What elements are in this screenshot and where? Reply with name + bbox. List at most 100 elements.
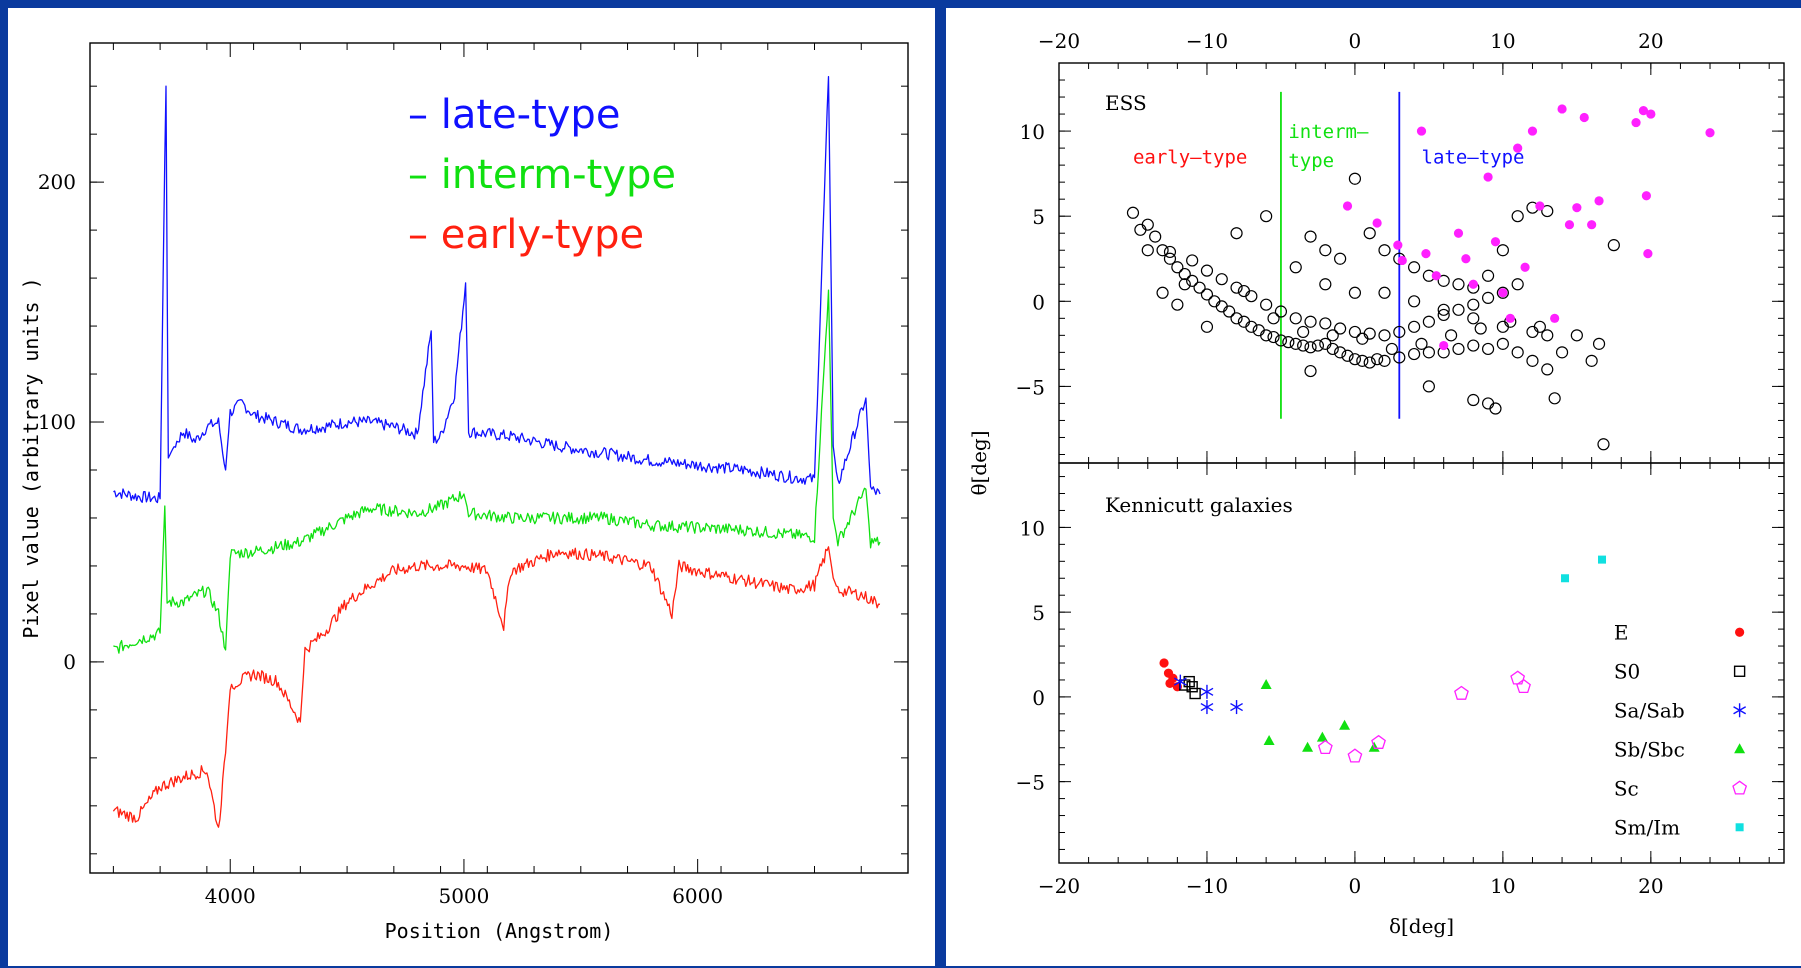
ess-point-0 bbox=[1489, 402, 1502, 415]
ess-point-0 bbox=[1319, 317, 1332, 330]
ess-point-0 bbox=[1200, 320, 1214, 333]
ess-point-0 bbox=[1467, 312, 1480, 325]
ess-point-0 bbox=[1474, 322, 1487, 335]
y-tick-label: −5 bbox=[1016, 375, 1045, 399]
kennicutt-point-1 bbox=[1186, 681, 1198, 693]
ess-point-1 bbox=[1594, 196, 1604, 206]
ess-point-0 bbox=[1326, 342, 1339, 356]
ess-point-0 bbox=[1363, 227, 1376, 240]
ess-point-0 bbox=[1437, 308, 1450, 322]
ess-point-0 bbox=[1496, 286, 1509, 299]
ess-point-0 bbox=[1230, 281, 1243, 294]
x-tick-label: 5000 bbox=[438, 884, 489, 908]
ess-point-1 bbox=[1498, 288, 1508, 298]
legend-marker bbox=[1735, 823, 1744, 832]
ess-point-0 bbox=[1437, 274, 1450, 287]
x-tick-label-top: −10 bbox=[1186, 29, 1228, 53]
ess-point-0 bbox=[1541, 204, 1554, 218]
ess-point-0 bbox=[1348, 325, 1362, 339]
kennicutt-point-4 bbox=[1516, 678, 1531, 694]
ess-point-0 bbox=[1422, 346, 1435, 359]
ess-point-0 bbox=[1304, 364, 1317, 378]
ess-point-0 bbox=[1126, 206, 1140, 219]
ess-point-0 bbox=[1533, 320, 1546, 333]
legend-entry: – early-type bbox=[408, 212, 644, 258]
ess-point-0 bbox=[1607, 239, 1620, 252]
ess-point-0 bbox=[1570, 329, 1583, 342]
ess-point-0 bbox=[1541, 363, 1554, 376]
ess-point-1 bbox=[1572, 203, 1582, 213]
legend-marker bbox=[1732, 780, 1748, 795]
ess-point-0 bbox=[1585, 354, 1598, 367]
kennicutt-point-3 bbox=[1263, 734, 1275, 745]
legend-label: Sc bbox=[1614, 776, 1639, 800]
ess-point-0 bbox=[1348, 286, 1362, 299]
ess-point-0 bbox=[1408, 295, 1421, 308]
kennicutt-point-3 bbox=[1316, 731, 1328, 742]
ess-point-0 bbox=[1393, 351, 1406, 364]
x-tick-label-top: −20 bbox=[1038, 29, 1080, 53]
ess-point-1 bbox=[1397, 255, 1407, 266]
ess-point-0 bbox=[1297, 325, 1310, 339]
ess-point-0 bbox=[1597, 438, 1610, 451]
ess-point-0 bbox=[1289, 337, 1302, 350]
ess-point-0 bbox=[1208, 295, 1221, 308]
y-tick-label: 10 bbox=[1020, 516, 1045, 540]
ess-point-0 bbox=[1304, 341, 1317, 354]
ess-point-0 bbox=[1215, 273, 1228, 286]
x-tick-label: 6000 bbox=[672, 884, 723, 908]
region-label-interm: interm– bbox=[1288, 121, 1369, 143]
ess-point-0 bbox=[1267, 312, 1280, 325]
ess-point-0 bbox=[1149, 230, 1162, 243]
region-label-late: late–type bbox=[1422, 146, 1525, 168]
y-tick-label: 0 bbox=[63, 650, 76, 674]
ess-point-1 bbox=[1342, 201, 1353, 211]
kennicutt-point-2 bbox=[1200, 700, 1214, 715]
y-tick-label: 100 bbox=[38, 410, 76, 434]
legend-entry: – late-type bbox=[408, 92, 620, 138]
y-tick-label: 0 bbox=[1032, 686, 1045, 710]
ess-point-0 bbox=[1178, 267, 1191, 281]
ess-point-1 bbox=[1513, 143, 1523, 153]
ess-point-0 bbox=[1341, 349, 1354, 362]
ess-point-0 bbox=[1356, 354, 1369, 367]
x-tick-label: 20 bbox=[1638, 874, 1663, 898]
ess-point-0 bbox=[1378, 286, 1391, 299]
x-tick-label: −20 bbox=[1038, 874, 1080, 898]
ess-point-0 bbox=[1334, 322, 1347, 335]
ess-point-0 bbox=[1245, 320, 1258, 333]
ess-point-0 bbox=[1200, 264, 1214, 277]
ess-point-0 bbox=[1467, 298, 1480, 311]
ess-point-0 bbox=[1481, 342, 1495, 356]
ess-point-0 bbox=[1311, 339, 1325, 352]
ess-point-0 bbox=[1496, 244, 1509, 257]
legend-entry: – interm-type bbox=[408, 152, 676, 198]
ess-point-0 bbox=[1156, 244, 1169, 257]
x-tick-label-top: 0 bbox=[1349, 29, 1362, 53]
legend-label: Sb/Sbc bbox=[1614, 737, 1685, 761]
ess-point-0 bbox=[1163, 245, 1177, 259]
kennicutt-point-0 bbox=[1165, 678, 1175, 688]
ess-point-0 bbox=[1378, 354, 1391, 367]
ess-point-1 bbox=[1641, 191, 1651, 201]
ess-point-0 bbox=[1511, 278, 1524, 291]
ess-point-0 bbox=[1371, 353, 1384, 366]
ess-point-0 bbox=[1260, 298, 1273, 311]
x-tick-label-top: 20 bbox=[1638, 29, 1663, 53]
ess-point-0 bbox=[1274, 334, 1288, 347]
kennicutt-point-4 bbox=[1510, 670, 1526, 685]
ess-point-1 bbox=[1705, 128, 1715, 138]
ess-point-0 bbox=[1334, 252, 1347, 265]
y-tick-label: 5 bbox=[1032, 205, 1045, 229]
panel-title-ess: ESS bbox=[1105, 91, 1147, 115]
ess-point-0 bbox=[1555, 346, 1569, 359]
series-line-2 bbox=[112, 546, 881, 828]
ess-point-0 bbox=[1348, 353, 1362, 366]
ess-point-0 bbox=[1171, 298, 1184, 311]
ess-point-1 bbox=[1638, 106, 1649, 116]
ess-point-0 bbox=[1260, 329, 1273, 342]
spectra-chart: 4000 5000 6000 0 100 200 Position (Angstrom) Pi… bbox=[19, 42, 909, 943]
kennicutt-point-4 bbox=[1317, 739, 1333, 755]
ess-point-0 bbox=[1481, 397, 1495, 410]
ess-point-1 bbox=[1416, 126, 1427, 136]
